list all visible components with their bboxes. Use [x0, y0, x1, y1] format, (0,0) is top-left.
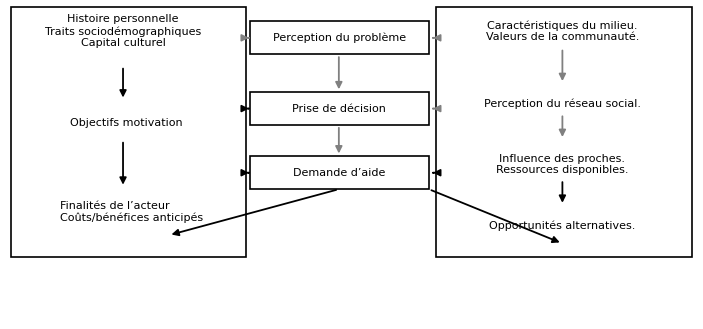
Text: Histoire personnelle
Traits sociodémographiques
Capital culturel: Histoire personnelle Traits sociodémogra… [45, 14, 201, 48]
Text: Perception du réseau social.: Perception du réseau social. [484, 98, 641, 109]
Text: Caractéristiques du milieu.
Valeurs de la communauté.: Caractéristiques du milieu. Valeurs de l… [486, 20, 639, 42]
Text: Influence des proches.
Ressources disponibles.: Influence des proches. Ressources dispon… [496, 154, 628, 175]
Bar [250, 21, 429, 54]
Text: Opportunités alternatives.: Opportunités alternatives. [489, 220, 636, 231]
Bar [250, 156, 429, 189]
Text: Prise de décision: Prise de décision [292, 104, 386, 114]
Text: Demande d’aide: Demande d’aide [293, 168, 385, 178]
Bar [250, 92, 429, 125]
Bar [436, 7, 692, 257]
Bar [11, 7, 246, 257]
Text: Finalités de l’acteur
Coûts/bénéfices anticipés: Finalités de l’acteur Coûts/bénéfices an… [60, 201, 203, 223]
Text: Perception du problème: Perception du problème [273, 33, 406, 43]
Text: Objectifs motivation: Objectifs motivation [70, 118, 183, 128]
